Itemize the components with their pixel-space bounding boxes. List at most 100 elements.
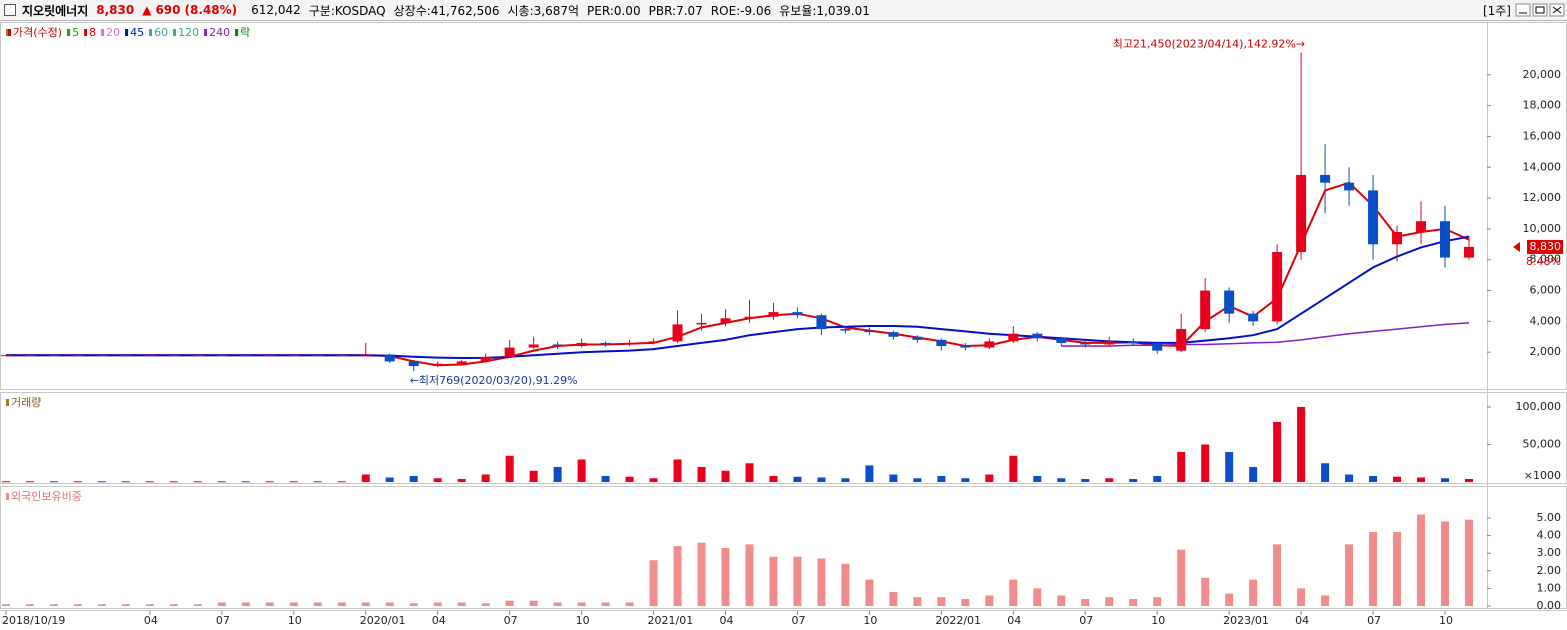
bar [73,481,82,483]
candle-body [336,354,347,356]
bar [841,563,850,606]
bar [889,474,898,482]
candle-body [480,356,491,362]
bar [577,602,586,606]
y-tick-label: 5.00 [1537,511,1562,524]
bar [217,602,226,606]
ma-line [6,235,1470,360]
candle-body [864,330,875,333]
bar [1321,595,1330,606]
bar [1369,532,1378,606]
x-tick-label: 07 [504,614,518,627]
bar [265,602,274,606]
bar [697,467,706,482]
bar [697,542,706,606]
bar [889,591,898,606]
candle-body [504,347,515,357]
bar [49,481,58,483]
legend-label: 5 [72,26,79,39]
legend-label: 가격(수정) [13,26,62,39]
period[interactable]: [1주] [1482,3,1511,18]
bar [1465,519,1473,606]
bar [1129,598,1138,606]
x-tick-label: 2020/01 [360,614,406,627]
bar [1225,593,1234,606]
x-tick-label: 10 [1151,614,1165,627]
candle-body [1080,342,1091,345]
x-tick-label: 10 [576,614,590,627]
bar [625,476,634,482]
bar [817,477,826,482]
x-tick-label: 10 [288,614,302,627]
x-tick-label: 07 [216,614,230,627]
bar [313,602,322,606]
bar [985,595,994,606]
candle-body [384,354,395,362]
y-tick-label: 16,000 [1523,129,1562,142]
bar [721,470,730,482]
checkbox[interactable] [4,4,16,16]
candle-body [1104,341,1115,345]
bar [1393,476,1402,482]
candle-body [408,361,419,367]
x-tick-label: 07 [1079,614,1093,627]
candle-body [96,355,107,357]
y-tick-label: 50,000 [1523,438,1562,451]
bar [745,463,754,482]
bar [1177,452,1186,482]
candle-body [360,354,371,356]
bar [985,474,994,482]
bar [673,459,682,482]
bar [1057,478,1066,482]
bar [913,478,922,482]
bar [1081,479,1090,482]
candle-body [1440,221,1451,258]
x-tick-label: 2018/10/19 [2,614,65,627]
bar [265,481,274,483]
x-tick-label: 2023/01 [1223,614,1269,627]
candle-body [1056,338,1067,343]
bar [97,604,106,606]
bar [361,602,370,606]
bar [145,481,154,483]
candle-body [672,324,683,342]
bar [529,600,538,606]
candle-body [984,341,995,348]
candle-body [960,346,971,348]
current-change: 8.48% [1526,255,1561,268]
candle-body [192,354,203,356]
candle-body [1296,174,1307,253]
candle-body [936,339,947,347]
bar [625,602,634,606]
legend-label: 20 [106,26,120,39]
bar [937,476,946,482]
bar [2,481,10,483]
candle-body [312,355,323,357]
panel-title: 거래량 [11,396,41,409]
y-tick-label: 4,000 [1530,314,1562,327]
candle-body [792,312,803,316]
y-tick-label: 10,000 [1523,222,1562,235]
candle-body [432,363,443,367]
candle-body [816,315,827,330]
candle-body [72,355,83,357]
bar [865,465,874,482]
bar [601,602,610,606]
legend-swatch [204,29,208,36]
bar [1225,452,1234,482]
current-price-box [1527,239,1563,254]
change: 690 [155,3,181,17]
candle-body [1320,174,1331,183]
candle-body [1152,342,1163,351]
bar [553,602,562,606]
candle-body [648,341,659,343]
bar [1441,478,1450,482]
candle-body [456,361,467,364]
candle-body [552,344,563,347]
header-field: ROE:-9.06 [710,3,772,18]
bar [1177,549,1186,606]
header-field: 시총:3,687억 [507,3,580,18]
bar [1153,597,1162,606]
legend-label: 60 [154,26,168,39]
